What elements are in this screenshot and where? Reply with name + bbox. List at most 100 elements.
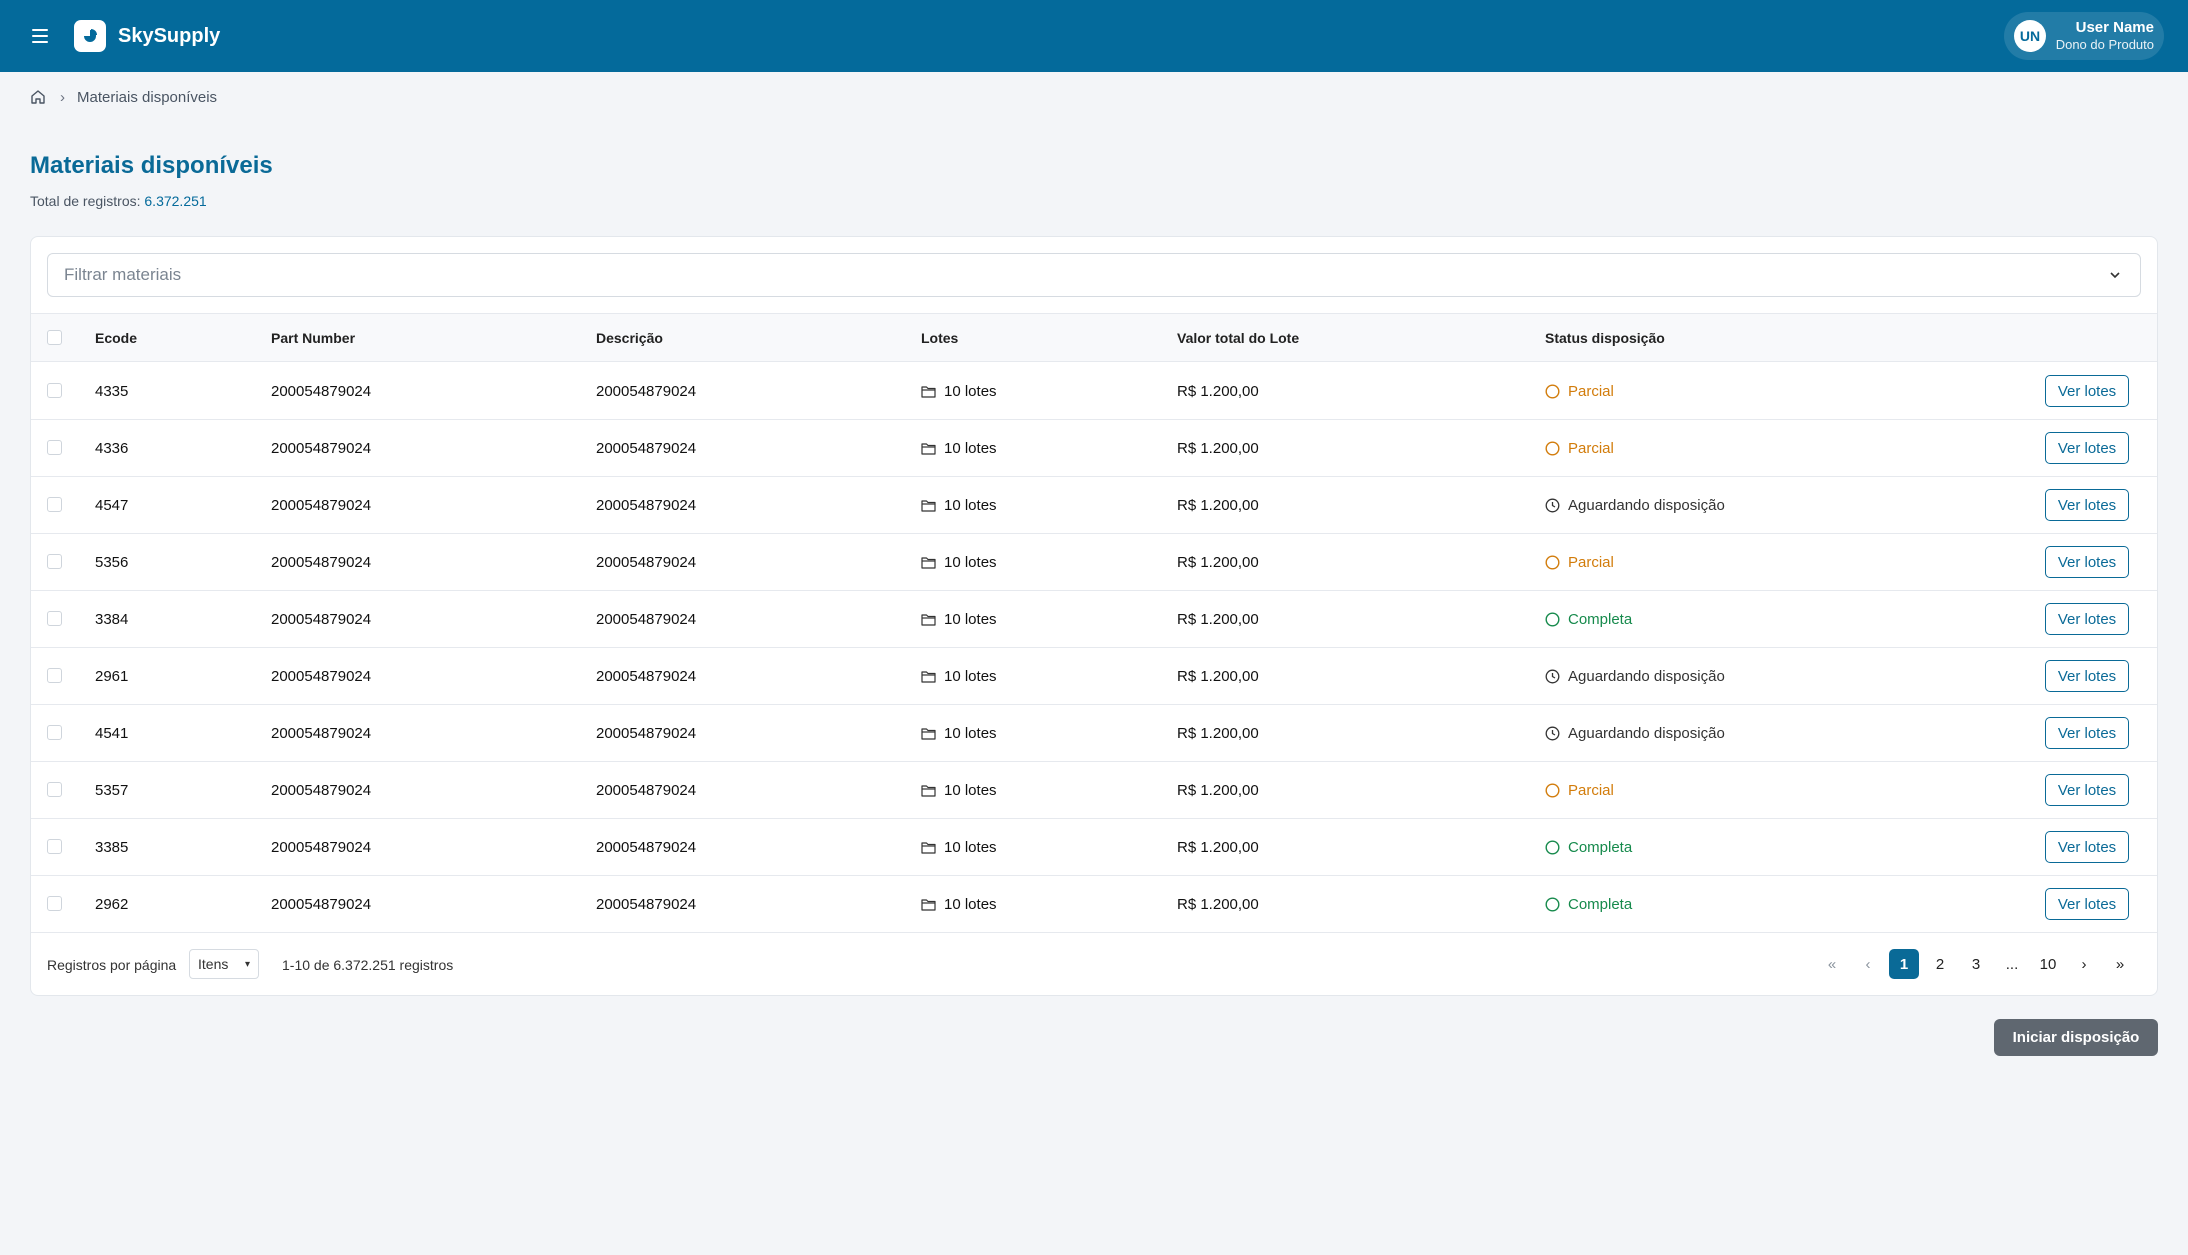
table-row: 4336 200054879024 200054879024 10 lotes R$ 1… bbox=[31, 420, 2157, 477]
lotes-count: 10 lotes bbox=[944, 496, 997, 514]
folder-icon bbox=[921, 385, 936, 398]
lotes-count: 10 lotes bbox=[944, 553, 997, 571]
folder-icon bbox=[921, 499, 936, 512]
table-row: 5356 200054879024 200054879024 10 lotes R$ 1… bbox=[31, 534, 2157, 591]
row-checkbox[interactable] bbox=[47, 611, 62, 626]
row-checkbox[interactable] bbox=[47, 839, 62, 854]
cell-part-number: 200054879024 bbox=[271, 439, 372, 457]
first-page-button[interactable]: « bbox=[1827, 955, 1837, 973]
status-text: Aguardando disposição bbox=[1568, 496, 1725, 514]
select-all-checkbox[interactable] bbox=[47, 330, 62, 345]
breadcrumb-current: Materiais disponíveis bbox=[77, 88, 218, 106]
cell-status: Parcial bbox=[1545, 420, 1614, 476]
row-checkbox[interactable] bbox=[47, 668, 62, 683]
cell-lotes: 10 lotes bbox=[921, 591, 997, 647]
logo-icon bbox=[74, 20, 106, 52]
cell-ecode: 5357 bbox=[95, 781, 129, 799]
cell-part-number: 200054879024 bbox=[271, 781, 372, 799]
total-label: Total de registros: bbox=[30, 193, 141, 209]
status-circle-icon bbox=[1545, 440, 1560, 456]
ver-lotes-button[interactable]: Ver lotes bbox=[2045, 888, 2129, 920]
cell-ecode: 4335 bbox=[95, 382, 129, 400]
total-value: 6.372.251 bbox=[144, 193, 207, 209]
row-checkbox[interactable] bbox=[47, 782, 62, 797]
status-text: Parcial bbox=[1568, 781, 1614, 799]
cell-lotes: 10 lotes bbox=[921, 819, 997, 875]
total-records: Total de registros: 6.372.251 bbox=[30, 193, 207, 209]
page-button-3[interactable]: 3 bbox=[1971, 955, 1981, 973]
menu-icon[interactable] bbox=[26, 22, 54, 50]
status-text: Completa bbox=[1568, 838, 1633, 856]
status-text: Completa bbox=[1568, 610, 1633, 628]
table-row: 2961 200054879024 200054879024 10 lotes R$ 1… bbox=[31, 648, 2157, 705]
cell-status: Parcial bbox=[1545, 363, 1614, 419]
cell-descricao: 200054879024 bbox=[596, 781, 697, 799]
folder-icon bbox=[921, 613, 936, 626]
folder-icon bbox=[921, 898, 936, 911]
ver-lotes-button[interactable]: Ver lotes bbox=[2045, 432, 2129, 464]
lotes-count: 10 lotes bbox=[944, 667, 997, 685]
row-checkbox[interactable] bbox=[47, 383, 62, 398]
chevron-down-icon bbox=[2108, 267, 2124, 283]
lotes-count: 10 lotes bbox=[944, 439, 997, 457]
page-button-2[interactable]: 2 bbox=[1935, 955, 1945, 973]
pagination: « ‹ 1 2 3 ... 10 › » bbox=[1817, 949, 2135, 979]
cell-ecode: 3384 bbox=[95, 610, 129, 628]
user-menu[interactable]: UN User Name Dono do Produto bbox=[2004, 12, 2164, 60]
lotes-count: 10 lotes bbox=[944, 895, 997, 913]
iniciar-disposicao-button[interactable]: Iniciar disposição bbox=[1994, 1019, 2158, 1056]
cell-part-number: 200054879024 bbox=[271, 496, 372, 514]
ver-lotes-button[interactable]: Ver lotes bbox=[2045, 660, 2129, 692]
cell-status: Aguardando disposição bbox=[1545, 477, 1725, 533]
table-row: 4547 200054879024 200054879024 10 lotes R$ 1… bbox=[31, 477, 2157, 534]
page-button-10[interactable]: 10 bbox=[2039, 955, 2057, 973]
cell-ecode: 4547 bbox=[95, 496, 129, 514]
cell-descricao: 200054879024 bbox=[596, 439, 697, 457]
avatar: UN bbox=[2014, 20, 2046, 52]
cell-descricao: 200054879024 bbox=[596, 496, 697, 514]
lotes-count: 10 lotes bbox=[944, 724, 997, 742]
ver-lotes-button[interactable]: Ver lotes bbox=[2045, 774, 2129, 806]
filter-select[interactable]: Filtrar materiais bbox=[47, 253, 2141, 297]
ver-lotes-button[interactable]: Ver lotes bbox=[2045, 717, 2129, 749]
row-checkbox[interactable] bbox=[47, 896, 62, 911]
header-valor: Valor total do Lote bbox=[1177, 329, 1300, 346]
materials-card: Filtrar materiais Ecode Part Number Desc… bbox=[30, 236, 2158, 996]
ver-lotes-button[interactable]: Ver lotes bbox=[2045, 489, 2129, 521]
ver-lotes-button[interactable]: Ver lotes bbox=[2045, 831, 2129, 863]
ver-lotes-button[interactable]: Ver lotes bbox=[2045, 375, 2129, 407]
ver-lotes-button[interactable]: Ver lotes bbox=[2045, 603, 2129, 635]
row-checkbox[interactable] bbox=[47, 497, 62, 512]
last-page-button[interactable]: » bbox=[2115, 955, 2125, 973]
row-checkbox[interactable] bbox=[47, 554, 62, 569]
cell-valor: R$ 1.200,00 bbox=[1177, 667, 1259, 685]
table-row: 5357 200054879024 200054879024 10 lotes R$ 1… bbox=[31, 762, 2157, 819]
ver-lotes-button[interactable]: Ver lotes bbox=[2045, 546, 2129, 578]
cell-lotes: 10 lotes bbox=[921, 363, 997, 419]
cell-lotes: 10 lotes bbox=[921, 477, 997, 533]
status-circle-icon bbox=[1545, 611, 1560, 627]
status-text: Parcial bbox=[1568, 439, 1614, 457]
table-row: 3384 200054879024 200054879024 10 lotes R$ 1… bbox=[31, 591, 2157, 648]
lotes-count: 10 lotes bbox=[944, 382, 997, 400]
cell-valor: R$ 1.200,00 bbox=[1177, 838, 1259, 856]
per-page-select[interactable]: Itens ▾ bbox=[189, 949, 259, 979]
clock-icon bbox=[1545, 726, 1560, 741]
prev-page-button[interactable]: ‹ bbox=[1865, 955, 1871, 973]
cell-ecode: 3385 bbox=[95, 838, 129, 856]
header-part-number: Part Number bbox=[271, 329, 356, 346]
page-button-1[interactable]: 1 bbox=[1889, 949, 1919, 979]
cell-lotes: 10 lotes bbox=[921, 648, 997, 704]
row-checkbox[interactable] bbox=[47, 440, 62, 455]
app-logo[interactable]: SkySupply bbox=[74, 20, 220, 52]
home-icon[interactable] bbox=[30, 88, 48, 106]
user-name: User Name bbox=[2075, 19, 2154, 36]
row-checkbox[interactable] bbox=[47, 725, 62, 740]
folder-icon bbox=[921, 784, 936, 797]
table-row: 2962 200054879024 200054879024 10 lotes R$ 1… bbox=[31, 876, 2157, 933]
per-page-value: Itens bbox=[198, 956, 229, 972]
header-ecode: Ecode bbox=[95, 329, 138, 346]
status-circle-icon bbox=[1545, 896, 1560, 912]
next-page-button[interactable]: › bbox=[2081, 955, 2087, 973]
breadcrumb: › Materiais disponíveis bbox=[30, 88, 217, 106]
